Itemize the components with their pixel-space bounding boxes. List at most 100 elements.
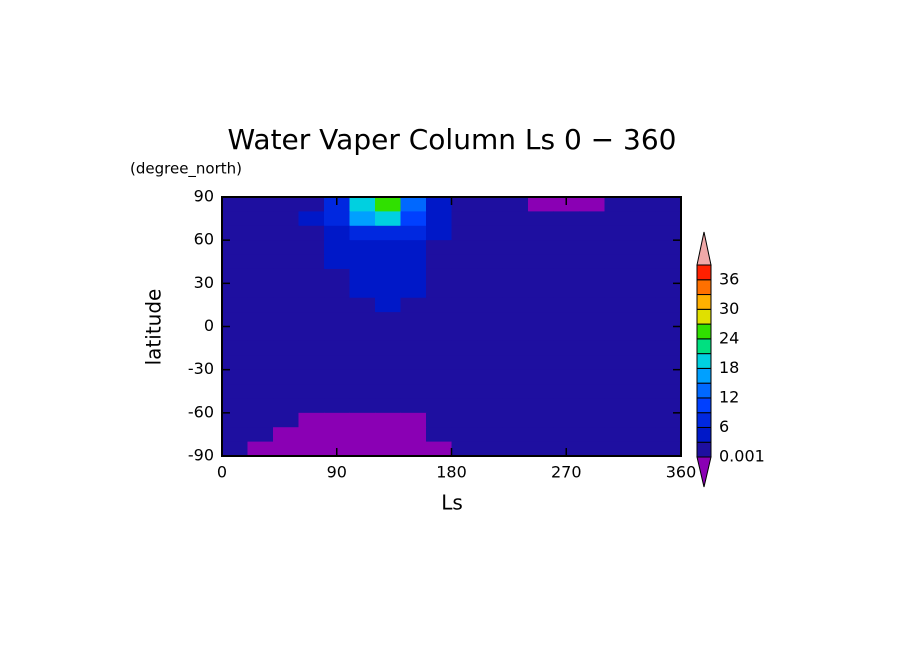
contour-cell [375, 297, 401, 313]
contour-cell [604, 297, 631, 313]
contour-cell [528, 369, 554, 385]
x-tick-label: 360 [666, 463, 697, 482]
contour-cell [630, 268, 656, 284]
contour-cell [579, 369, 605, 385]
contour-cell [502, 211, 529, 227]
contour-cell [655, 384, 682, 399]
contour-cell [273, 326, 299, 342]
contour-cell [375, 398, 401, 414]
contour-cell [528, 268, 554, 284]
y-tick-label: 60 [194, 230, 214, 249]
contour-cell [655, 211, 682, 227]
contour-cell [273, 355, 299, 371]
contour-cell [553, 355, 580, 371]
contour-cell [528, 312, 554, 327]
contour-cell [375, 326, 401, 342]
contour-cell [451, 268, 478, 284]
contour-cell [349, 197, 376, 212]
contour-cell [222, 441, 248, 457]
contour-cell [553, 225, 580, 241]
contour-cell [247, 225, 274, 241]
contour-cell [477, 225, 503, 241]
contour-cell [604, 355, 631, 371]
contour-cell [349, 441, 376, 457]
contour-cell [222, 254, 248, 270]
contour-cell [502, 254, 529, 270]
contour-cell [273, 427, 299, 443]
colorbar-box [696, 294, 712, 310]
contour-cell [273, 398, 299, 414]
contour-cell [298, 326, 325, 342]
contour-cell [604, 384, 631, 399]
contour-cell [298, 297, 325, 313]
contour-cell [400, 369, 427, 385]
contour-cell [324, 326, 350, 342]
contour-cell [630, 441, 656, 457]
contour-cell [375, 369, 401, 385]
contour-cell [349, 398, 376, 414]
colorbar-tick-label: 30 [719, 299, 739, 318]
contour-cell [477, 427, 503, 443]
contour-cell [553, 297, 580, 313]
contour-cell [579, 312, 605, 327]
contour-cell [426, 384, 452, 399]
contour-cell [349, 355, 376, 371]
colorbar-tick-label: 36 [719, 269, 739, 288]
contour-cell [298, 427, 325, 443]
colorbar-triangle [696, 231, 712, 266]
contour-cell [502, 268, 529, 284]
contour-cell [349, 225, 376, 241]
colorbar-tick-label: 12 [719, 387, 739, 406]
contour-cell [655, 427, 682, 443]
contour-cell [579, 240, 605, 256]
contour-cell [273, 412, 299, 428]
contour-cell [655, 312, 682, 327]
contour-cell [502, 283, 529, 299]
contour-cell [426, 283, 452, 299]
contour-cell [375, 254, 401, 270]
contour-cell [579, 355, 605, 371]
contour-cell [426, 427, 452, 443]
contour-cell [553, 312, 580, 327]
contour-cell [324, 340, 350, 356]
contour-cell [553, 254, 580, 270]
contour-cell [400, 340, 427, 356]
contour-cell [400, 355, 427, 371]
contour-cell [553, 398, 580, 414]
colorbar-box [696, 338, 712, 355]
contour-cell [528, 398, 554, 414]
contour-cell [477, 268, 503, 284]
contour-cell [502, 427, 529, 443]
contour-cell [528, 412, 554, 428]
contour-cell [528, 211, 554, 227]
contour-cell [579, 326, 605, 342]
contour-cell [375, 312, 401, 327]
contour-cell [655, 355, 682, 371]
colorbar-tick-label: 18 [719, 358, 739, 377]
contour-cell [528, 355, 554, 371]
contour-cell [477, 340, 503, 356]
contour-cell [324, 412, 350, 428]
contour-cell [630, 369, 656, 385]
contour-cell [477, 441, 503, 457]
contour-cell [502, 412, 529, 428]
contour-cell [477, 326, 503, 342]
contour-cell [528, 340, 554, 356]
contour-cell [451, 197, 478, 212]
contour-cell [426, 398, 452, 414]
contour-cell [579, 398, 605, 414]
contour-cell [324, 225, 350, 241]
contour-cell [655, 197, 682, 212]
contour-cell [502, 312, 529, 327]
contour-cell [400, 297, 427, 313]
y-tick-label: -60 [188, 402, 214, 421]
contour-cell [451, 427, 478, 443]
colorbar-box [696, 353, 712, 369]
contour-cell [655, 268, 682, 284]
contour-cell [298, 412, 325, 428]
contour-cell [247, 427, 274, 443]
contour-cell [451, 369, 478, 385]
contour-cell [604, 197, 631, 212]
colorbar-box [696, 397, 712, 414]
contour-cell [324, 297, 350, 313]
